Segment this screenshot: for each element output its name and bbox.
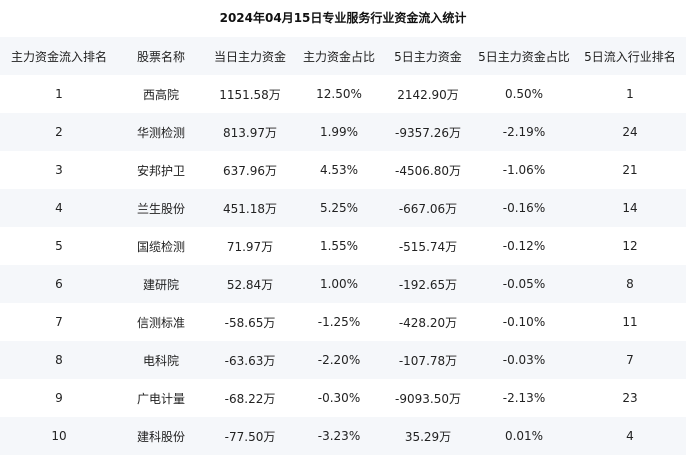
table-cell: 3 — [55, 163, 63, 177]
table-cell: -2.19% — [502, 125, 546, 139]
table-cell: 1.99% — [319, 125, 359, 139]
table-cell: 52.84万 — [226, 277, 274, 292]
table-cell: -9093.50万 — [395, 391, 461, 406]
table-cell: -63.63万 — [224, 353, 276, 368]
table-cell: 2 — [55, 125, 63, 139]
table-cell: 12 — [622, 239, 638, 253]
table-row: 7 信测标准 -58.65万 -1.25% -428.20万 -0.10% 11 — [0, 303, 686, 341]
table-cell: -0.30% — [317, 391, 361, 405]
table-cell: 1.00% — [319, 277, 359, 291]
table-cell: 信测标准 — [136, 315, 185, 330]
table-cell: 35.29万 — [404, 429, 452, 444]
table-cell: 10 — [51, 429, 67, 443]
table-cell: -68.22万 — [224, 391, 276, 406]
column-header: 当日主力资金 — [213, 49, 286, 64]
table-row: 1 西高院 1151.58万 12.50% 2142.90万 0.50% 1 — [0, 75, 686, 113]
table-cell: 21 — [622, 163, 638, 177]
table-cell: -667.06万 — [398, 201, 458, 216]
table-row: 5 国缆检测 71.97万 1.55% -515.74万 -0.12% 12 — [0, 227, 686, 265]
table-cell: 4.53% — [319, 163, 359, 177]
table-cell: 8 — [55, 353, 63, 367]
table-cell: -3.23% — [317, 429, 361, 443]
table-cell: 0.50% — [504, 87, 544, 101]
table-cell: 5.25% — [319, 201, 359, 215]
table-cell: 7 — [626, 353, 634, 367]
fund-flow-table: 主力资金流入排名 股票名称 当日主力资金 主力资金占比 5日主力资金 5日主力资金占比 5日… — [0, 37, 686, 455]
table-cell: 9 — [55, 391, 63, 405]
table-cell: 813.97万 — [223, 125, 277, 140]
table-cell: -515.74万 — [398, 239, 458, 254]
table-cell: 1 — [55, 87, 63, 101]
table-cell: -192.65万 — [398, 277, 458, 292]
table-cell: -0.16% — [502, 201, 546, 215]
table-cell: -4506.80万 — [395, 163, 461, 178]
table-cell: 0.01% — [504, 429, 544, 443]
table-cell: 1 — [626, 87, 634, 101]
table-cell: 8 — [626, 277, 634, 291]
table-cell: -0.12% — [502, 239, 546, 253]
table-cell: 广电计量 — [136, 391, 185, 406]
page-title: 2024年04月15日专业服务行业资金流入统计 — [219, 11, 467, 25]
table-cell: -1.25% — [317, 315, 361, 329]
column-header: 5日流入行业排名 — [584, 49, 676, 64]
table-row: 6 建研院 52.84万 1.00% -192.65万 -0.05% 8 — [0, 265, 686, 303]
table-cell: 451.18万 — [223, 201, 277, 216]
column-header: 股票名称 — [136, 49, 185, 64]
table-cell: -9357.26万 — [395, 125, 461, 140]
table-cell: -2.13% — [502, 391, 546, 405]
table-cell: -1.06% — [502, 163, 546, 177]
table-cell: 71.97万 — [226, 239, 274, 254]
table-cell: -107.78万 — [398, 353, 458, 368]
column-header: 主力资金流入排名 — [10, 49, 107, 64]
table-header-row: 主力资金流入排名 股票名称 当日主力资金 主力资金占比 5日主力资金 5日主力资金占比 5日… — [0, 37, 686, 75]
table-row: 3 安邦护卫 637.96万 4.53% -4506.80万 -1.06% 21 — [0, 151, 686, 189]
table-cell: -0.03% — [502, 353, 546, 367]
table-cell: 24 — [622, 125, 638, 139]
table-row: 4 兰生股份 451.18万 5.25% -667.06万 -0.16% 14 — [0, 189, 686, 227]
table-cell: 建科股份 — [136, 429, 185, 444]
table-cell: 西高院 — [142, 87, 179, 102]
table-cell: 1.55% — [319, 239, 359, 253]
table-cell: 2142.90万 — [397, 87, 459, 102]
table-cell: 14 — [622, 201, 638, 215]
table-cell: 6 — [55, 277, 63, 291]
table-row: 10 建科股份 -77.50万 -3.23% 35.29万 0.01% 4 — [0, 417, 686, 455]
table-cell: 23 — [622, 391, 638, 405]
table-row: 9 广电计量 -68.22万 -0.30% -9093.50万 -2.13% 23 — [0, 379, 686, 417]
column-header: 5日主力资金占比 — [478, 49, 570, 64]
table-cell: 11 — [622, 315, 638, 329]
table-cell: 建研院 — [142, 277, 179, 292]
table-cell: 4 — [626, 429, 634, 443]
column-header: 5日主力资金 — [394, 49, 462, 64]
table-cell: 国缆检测 — [136, 239, 185, 254]
table-cell: 华测检测 — [136, 125, 185, 140]
table-cell: -428.20万 — [398, 315, 458, 330]
table-cell: 4 — [55, 201, 63, 215]
table-cell: 电科院 — [142, 353, 179, 368]
table-cell: -58.65万 — [224, 315, 276, 330]
table-cell: 5 — [55, 239, 63, 253]
table-cell: -0.05% — [502, 277, 546, 291]
table-cell: 兰生股份 — [136, 201, 185, 216]
table-cell: 安邦护卫 — [136, 163, 185, 178]
table-row: 8 电科院 -63.63万 -2.20% -107.78万 -0.03% 7 — [0, 341, 686, 379]
table-cell: -2.20% — [317, 353, 361, 367]
table-cell: -0.10% — [502, 315, 546, 329]
table-cell: 637.96万 — [223, 163, 277, 178]
table-cell: 7 — [55, 315, 63, 329]
table-cell: 12.50% — [316, 87, 362, 101]
table-cell: 1151.58万 — [219, 87, 281, 102]
table-cell: -77.50万 — [224, 429, 276, 444]
table-row: 2 华测检测 813.97万 1.99% -9357.26万 -2.19% 24 — [0, 113, 686, 151]
column-header: 主力资金占比 — [302, 49, 375, 64]
